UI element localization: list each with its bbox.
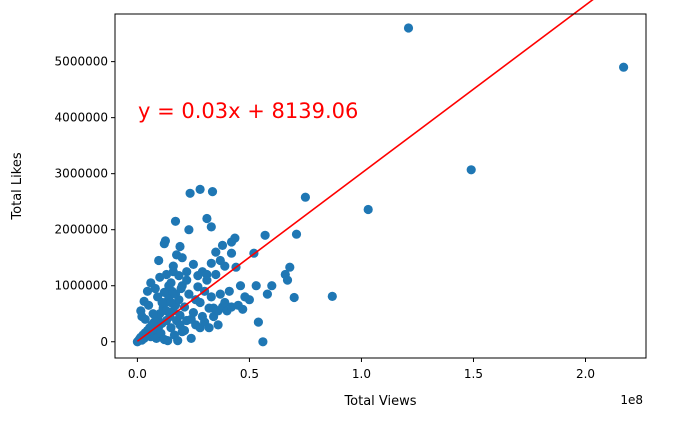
data-point xyxy=(168,261,178,271)
data-point xyxy=(226,248,237,258)
data-point xyxy=(157,297,167,308)
data-point xyxy=(240,292,250,302)
data-point xyxy=(204,323,214,333)
data-point xyxy=(154,255,164,266)
data-point xyxy=(166,323,176,333)
data-point xyxy=(213,320,223,330)
data-point xyxy=(258,337,268,347)
data-point xyxy=(209,303,219,313)
data-point xyxy=(285,262,295,272)
data-point xyxy=(327,291,337,301)
data-point xyxy=(177,253,187,263)
data-point xyxy=(289,292,299,303)
data-point xyxy=(282,275,293,285)
data-point xyxy=(161,306,172,316)
data-point xyxy=(174,271,184,281)
data-point xyxy=(182,275,192,285)
y-tick-label: 4000000 xyxy=(55,111,108,125)
data-point xyxy=(215,289,225,299)
data-point xyxy=(251,281,261,291)
y-tick-label: 3000000 xyxy=(55,167,108,181)
data-point xyxy=(220,297,230,308)
data-point xyxy=(148,309,158,319)
regression-line xyxy=(136,0,594,342)
data-point xyxy=(260,230,270,240)
data-point xyxy=(186,333,196,343)
data-point xyxy=(206,292,216,302)
data-point xyxy=(211,269,221,280)
data-point xyxy=(403,23,414,33)
data-point xyxy=(253,317,263,327)
x-tick-label: 0.5 xyxy=(240,367,259,381)
data-point xyxy=(140,314,150,324)
data-point xyxy=(202,269,212,280)
x-tick-label: 0.0 xyxy=(128,367,147,381)
data-point xyxy=(267,281,277,291)
data-point xyxy=(159,287,169,297)
regression-line-group xyxy=(136,0,594,342)
y-tick-label: 5000000 xyxy=(55,55,108,69)
data-point xyxy=(300,192,310,202)
data-point xyxy=(166,278,176,288)
data-point xyxy=(166,297,176,308)
x-tick-label: 2.0 xyxy=(576,367,595,381)
data-point xyxy=(195,184,205,194)
data-point xyxy=(206,258,216,268)
data-point xyxy=(184,289,194,299)
data-point xyxy=(184,225,194,235)
data-point xyxy=(220,261,230,271)
data-point xyxy=(175,241,185,252)
data-point xyxy=(144,300,154,310)
y-axis-label: Total Likes xyxy=(10,152,25,220)
data-point xyxy=(230,233,240,243)
y-axis-ticks: 0 1000000 2000000 3000000 4000000 5000000 xyxy=(55,55,115,349)
data-point xyxy=(206,222,216,232)
data-point xyxy=(150,283,160,294)
x-axis-label: Total Views xyxy=(343,394,416,409)
data-point xyxy=(186,314,196,324)
data-point xyxy=(160,236,170,246)
data-point xyxy=(179,325,190,336)
data-point xyxy=(182,267,192,277)
x-axis-ticks: 0.0 0.5 1.0 1.5 2.0 xyxy=(128,358,595,381)
data-point xyxy=(224,286,234,296)
data-point xyxy=(170,289,181,299)
data-point xyxy=(466,165,476,175)
data-point xyxy=(188,259,198,269)
data-point xyxy=(170,216,181,226)
data-point xyxy=(207,187,218,197)
data-point xyxy=(262,289,272,299)
data-point xyxy=(142,286,153,296)
data-point xyxy=(193,282,203,292)
data-point xyxy=(163,336,173,346)
y-tick-label: 2000000 xyxy=(55,223,108,237)
data-point xyxy=(238,304,248,314)
x-axis-offset-label: 1e8 xyxy=(620,393,643,407)
data-point xyxy=(235,281,246,291)
x-tick-label: 1.5 xyxy=(464,367,483,381)
data-point xyxy=(363,204,373,215)
data-points xyxy=(132,23,629,347)
x-tick-label: 1.0 xyxy=(352,367,371,381)
plot-area-frame xyxy=(114,13,647,359)
regression-equation-annotation: y = 0.03x + 8139.06 xyxy=(138,99,358,123)
data-point xyxy=(211,247,221,257)
y-tick-label: 1000000 xyxy=(55,279,108,293)
data-point xyxy=(191,295,201,305)
data-point xyxy=(202,213,212,224)
data-point xyxy=(175,310,185,320)
data-point xyxy=(217,240,228,250)
data-point xyxy=(161,269,172,280)
data-point xyxy=(291,229,302,239)
y-tick-label: 0 xyxy=(100,335,108,349)
data-point xyxy=(185,188,195,198)
data-point xyxy=(619,62,629,72)
data-point xyxy=(173,336,183,346)
